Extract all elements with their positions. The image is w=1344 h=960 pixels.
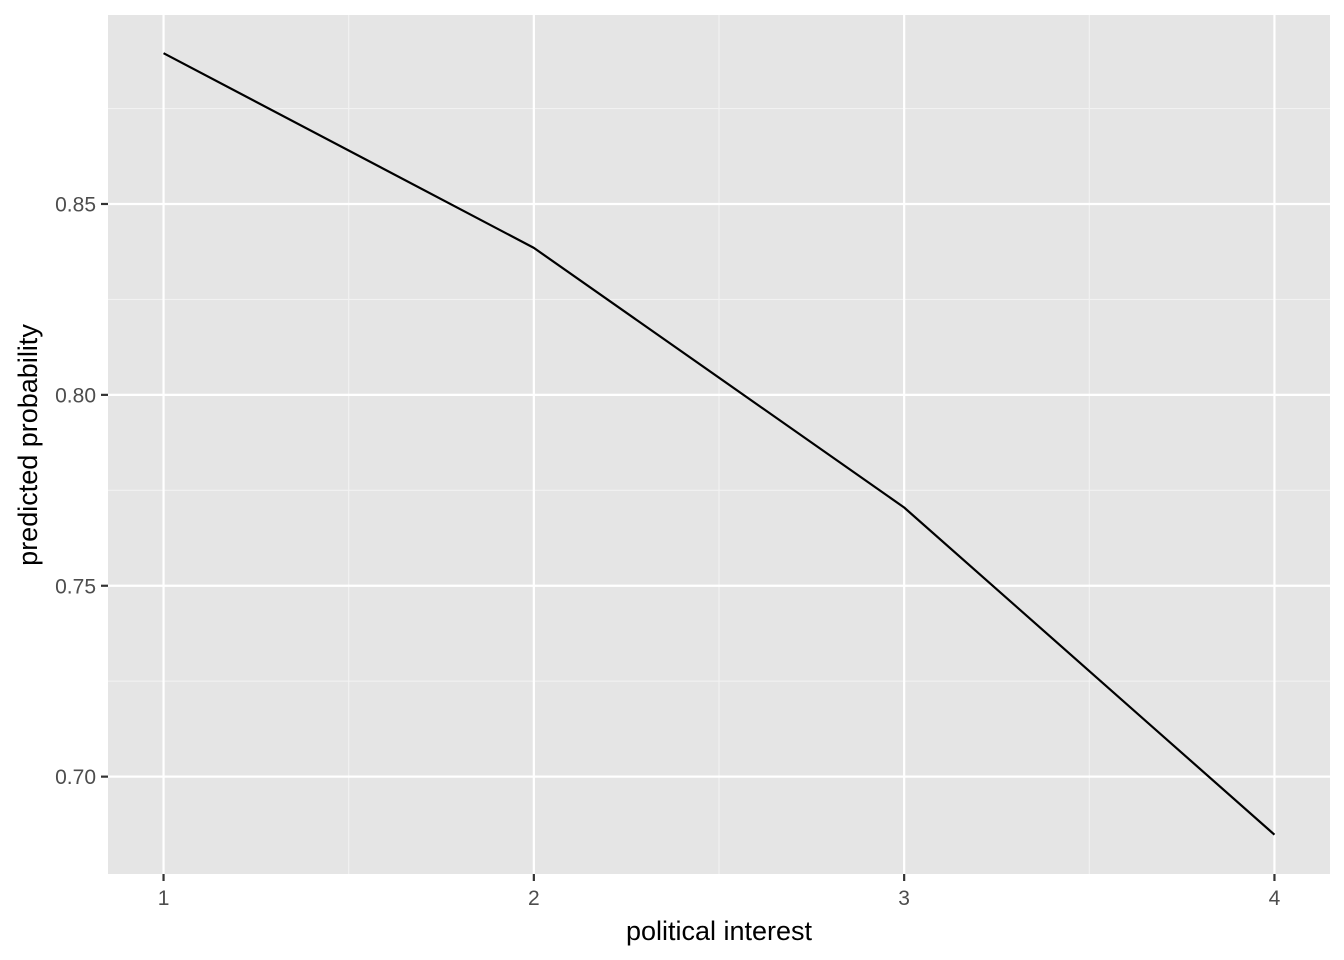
y-tick-label: 0.85 [55,193,96,216]
x-tick-label: 4 [1269,887,1281,910]
major-gridlines [108,15,1330,874]
y-axis-title: predicted probability [13,324,43,566]
x-tick-label: 1 [158,887,170,910]
y-axis: 0.70 0.75 0.80 0.85 [55,193,108,789]
minor-gridlines [108,15,1330,874]
x-axis: 1 2 3 4 [158,874,1281,910]
series-layer [163,52,1276,836]
y-tick-label: 0.75 [55,575,96,598]
series-line [163,52,1276,836]
y-tick-label: 0.80 [55,384,96,407]
x-tick-label: 2 [528,887,540,910]
x-tick-label: 3 [898,887,910,910]
x-axis-title: political interest [626,916,813,946]
y-tick-label: 0.70 [55,766,96,789]
